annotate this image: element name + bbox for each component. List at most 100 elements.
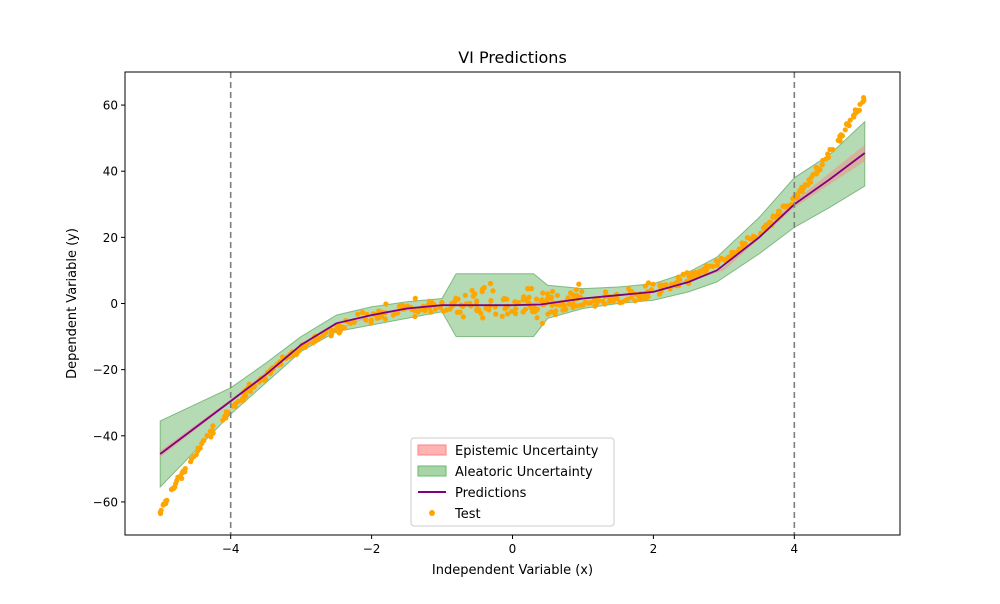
legend-label-aleatoric: Aleatoric Uncertainty bbox=[455, 465, 593, 480]
test-point bbox=[509, 308, 515, 314]
legend-label-predictions: Predictions bbox=[455, 486, 527, 501]
test-point bbox=[720, 256, 726, 262]
test-point bbox=[487, 280, 494, 287]
test-point bbox=[437, 305, 444, 311]
test-point bbox=[570, 301, 577, 307]
test-point bbox=[501, 295, 507, 301]
test-point bbox=[204, 433, 210, 439]
legend-swatch-test bbox=[429, 510, 435, 516]
chart-title: VI Predictions bbox=[458, 48, 567, 67]
test-point bbox=[676, 276, 682, 283]
test-point bbox=[650, 281, 656, 287]
test-point bbox=[715, 259, 721, 265]
test-point bbox=[561, 303, 567, 309]
test-point bbox=[860, 99, 866, 105]
test-point bbox=[656, 291, 663, 297]
test-point bbox=[412, 313, 418, 320]
test-point bbox=[694, 271, 700, 277]
test-point bbox=[208, 428, 215, 434]
test-point bbox=[823, 156, 829, 162]
test-point bbox=[243, 393, 249, 399]
test-point bbox=[503, 305, 509, 311]
test-point bbox=[528, 285, 535, 292]
test-point bbox=[525, 286, 531, 292]
test-point bbox=[680, 271, 687, 277]
test-point bbox=[852, 107, 858, 113]
test-point bbox=[549, 302, 555, 308]
plot-area bbox=[157, 72, 867, 535]
test-point bbox=[201, 437, 207, 443]
x-tick-label: 4 bbox=[790, 542, 798, 556]
test-point bbox=[490, 288, 496, 294]
test-point bbox=[383, 301, 389, 307]
test-point bbox=[579, 289, 585, 295]
test-point bbox=[819, 162, 825, 168]
test-point bbox=[428, 309, 434, 315]
test-point bbox=[847, 117, 853, 123]
test-point bbox=[222, 413, 228, 419]
test-point bbox=[474, 298, 480, 304]
test-point bbox=[782, 204, 789, 210]
test-point bbox=[594, 299, 600, 305]
test-point bbox=[314, 337, 320, 343]
y-tick-label: −60 bbox=[93, 495, 118, 509]
test-point bbox=[522, 306, 529, 312]
test-point bbox=[453, 295, 459, 301]
test-point bbox=[545, 295, 551, 301]
test-point bbox=[628, 294, 635, 300]
test-point bbox=[382, 316, 388, 322]
x-tick-label: 2 bbox=[650, 542, 658, 556]
test-point bbox=[232, 401, 238, 407]
test-point bbox=[816, 166, 822, 172]
test-point bbox=[839, 133, 845, 139]
test-point bbox=[512, 299, 518, 305]
test-point bbox=[189, 456, 195, 462]
test-point bbox=[545, 291, 551, 297]
test-point bbox=[632, 298, 638, 304]
legend-swatch-epistemic bbox=[417, 444, 447, 456]
test-point bbox=[574, 293, 580, 299]
test-point bbox=[539, 297, 545, 303]
test-point bbox=[810, 171, 816, 178]
test-point bbox=[488, 298, 494, 304]
legend: Epistemic Uncertainty Aleatoric Uncertai… bbox=[410, 437, 615, 527]
test-point bbox=[415, 309, 421, 315]
test-point bbox=[657, 283, 663, 290]
y-tick-label: −20 bbox=[93, 363, 118, 377]
test-point bbox=[545, 311, 551, 317]
test-point bbox=[208, 434, 214, 440]
test-point bbox=[329, 331, 335, 337]
test-point bbox=[210, 423, 216, 429]
test-point bbox=[355, 311, 361, 317]
x-tick-label: −4 bbox=[222, 542, 240, 556]
y-tick-label: −40 bbox=[93, 429, 118, 443]
test-point bbox=[795, 192, 801, 198]
test-point bbox=[767, 219, 773, 225]
test-point bbox=[554, 292, 561, 298]
legend-label-epistemic: Epistemic Uncertainty bbox=[455, 444, 599, 459]
test-point bbox=[240, 397, 246, 403]
test-point bbox=[462, 292, 468, 298]
test-point bbox=[481, 285, 487, 291]
test-point bbox=[534, 306, 541, 312]
test-point bbox=[614, 296, 620, 302]
test-point bbox=[580, 302, 586, 308]
test-point bbox=[163, 498, 169, 504]
test-point bbox=[689, 271, 695, 277]
test-point bbox=[856, 107, 863, 113]
test-point bbox=[493, 311, 499, 317]
test-point bbox=[505, 311, 511, 317]
test-point bbox=[460, 314, 466, 320]
legend-label-test: Test bbox=[454, 507, 481, 522]
test-point bbox=[566, 301, 573, 307]
test-point bbox=[499, 313, 505, 319]
y-axis-label: Dependent Variable (y) bbox=[65, 228, 80, 379]
test-point bbox=[600, 298, 606, 304]
test-point bbox=[513, 306, 519, 312]
test-point bbox=[603, 289, 609, 295]
test-point bbox=[806, 177, 812, 183]
test-point bbox=[844, 121, 850, 127]
test-point bbox=[177, 473, 184, 479]
